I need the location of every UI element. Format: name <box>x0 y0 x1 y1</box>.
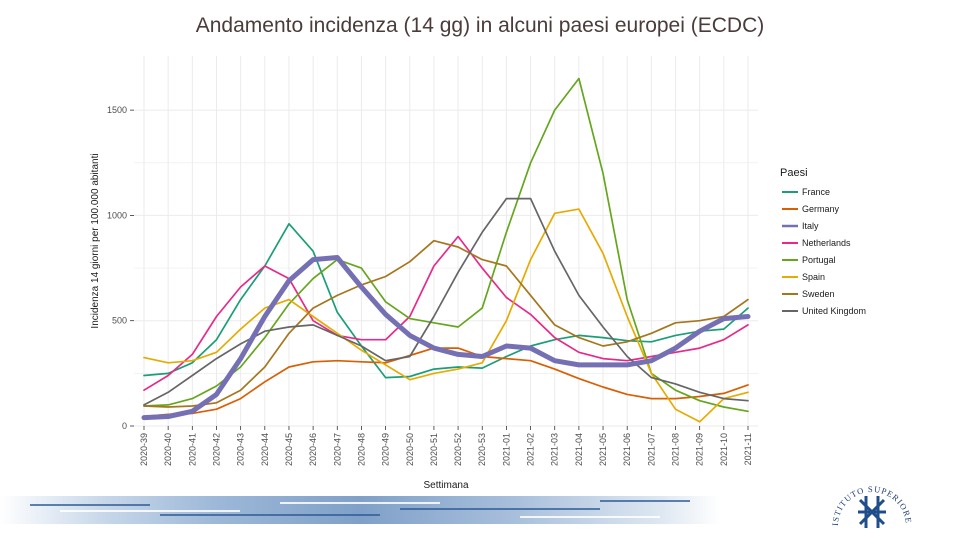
series-lines <box>141 77 751 423</box>
series-line-spain <box>143 208 749 423</box>
x-tick-label: 2021-02 <box>526 433 536 466</box>
series-line-netherlands <box>143 235 749 392</box>
series-line-italy <box>141 255 751 421</box>
legend-label: France <box>802 187 830 197</box>
series-line-germany <box>143 347 749 418</box>
x-tick-label: 2021-06 <box>622 433 632 466</box>
x-tick-label: 2020-49 <box>381 433 391 466</box>
y-axis-title: Incidenza 14 giorni per 100.000 abitanti <box>90 153 101 328</box>
x-tick-label: 2021-04 <box>574 433 584 466</box>
x-tick-label: 2020-40 <box>163 433 173 466</box>
y-axis-ticks: 0 500 1000 1500 <box>107 105 134 431</box>
series-line-sweden <box>143 239 749 408</box>
x-tick-label: 2020-50 <box>405 433 415 466</box>
x-axis-ticks: 2020-39 2020-40 2020-41 2020-42 2020-43 2020-… <box>139 426 753 466</box>
series-line-united-kingdom <box>143 197 749 406</box>
x-tick-label: 2020-46 <box>308 433 318 466</box>
legend-label: Netherlands <box>802 238 851 248</box>
x-tick-label: 2020-42 <box>211 433 221 466</box>
legend-title: Paesi <box>780 167 808 179</box>
legend-label: Italy <box>802 221 819 231</box>
y-tick-label: 1500 <box>107 105 127 115</box>
x-tick-label: 2020-43 <box>236 433 246 466</box>
y-tick-label: 1000 <box>107 210 127 220</box>
legend: Paesi France Germany Italy Netherlands Portu… <box>780 167 866 316</box>
x-tick-label: 2020-41 <box>187 433 197 466</box>
x-tick-label: 2020-39 <box>139 433 149 466</box>
x-tick-label: 2020-47 <box>332 433 342 466</box>
x-tick-label: 2021-03 <box>550 433 560 466</box>
x-tick-label: 2020-45 <box>284 433 294 466</box>
legend-label: Germany <box>802 204 840 214</box>
slide-title: Andamento incidenza (14 gg) in alcuni pa… <box>195 14 765 37</box>
footer-decorative-band <box>0 496 720 524</box>
y-tick-label: 0 <box>122 421 127 431</box>
x-tick-label: 2021-10 <box>719 433 729 466</box>
chart-panel: 0 500 1000 1500 2020-39 2020-40 2020-41 2020-4… <box>88 48 880 498</box>
legend-label: United Kingdom <box>802 306 866 316</box>
series-line-france <box>143 222 749 379</box>
x-tick-label: 2021-07 <box>646 433 656 466</box>
x-tick-label: 2020-44 <box>260 433 270 466</box>
x-tick-label: 2021-01 <box>501 433 511 466</box>
x-tick-label: 2020-53 <box>477 433 487 466</box>
grid-lines <box>134 56 758 427</box>
y-tick-label: 500 <box>112 316 127 326</box>
x-tick-label: 2021-05 <box>598 433 608 466</box>
iss-logo-icon: ISTITUTO SUPERIORE DI SANITÀ <box>824 466 914 528</box>
x-tick-label: 2020-52 <box>453 433 463 466</box>
line-chart: 0 500 1000 1500 2020-39 2020-40 2020-41 2020-4… <box>90 56 866 491</box>
x-tick-label: 2021-11 <box>743 433 753 465</box>
x-tick-label: 2021-09 <box>695 433 705 466</box>
logo-text: ISTITUTO SUPERIORE DI SANITÀ <box>824 466 913 527</box>
legend-label: Spain <box>802 272 825 282</box>
x-axis-title: Settimana <box>423 480 468 491</box>
legend-label: Sweden <box>802 289 835 299</box>
series-line-portugal <box>143 77 749 413</box>
x-tick-label: 2021-08 <box>671 433 681 466</box>
x-tick-label: 2020-51 <box>429 433 439 466</box>
x-tick-label: 2020-48 <box>356 433 366 466</box>
svg-text:ISTITUTO SUPERIORE DI SANITÀ: ISTITUTO SUPERIORE DI SANITÀ <box>824 466 914 527</box>
legend-label: Portugal <box>802 255 836 265</box>
